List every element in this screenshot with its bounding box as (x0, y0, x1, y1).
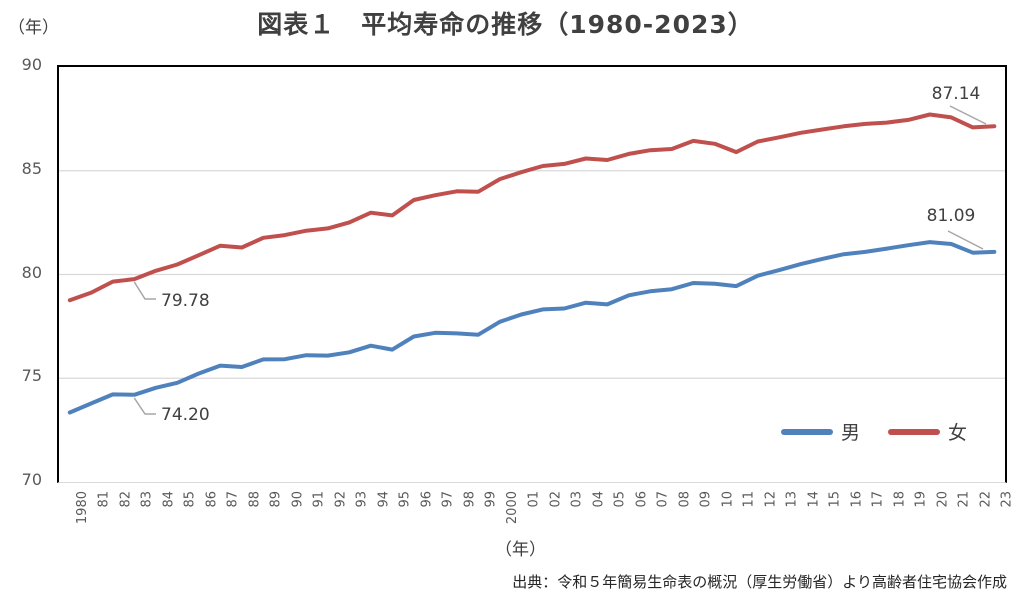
x-tick-label: 84 (161, 491, 177, 508)
x-tick-label: 98 (462, 491, 478, 508)
y-tick-label: 70 (21, 470, 42, 489)
series-line-男 (67, 240, 997, 415)
x-tick-label: 86 (204, 491, 220, 508)
x-tick-label: 08 (677, 491, 693, 508)
y-tick-label: 75 (21, 366, 42, 386)
x-tick-label: 96 (419, 491, 435, 508)
annotation-leader-line (133, 397, 156, 415)
x-tick-label: 1980 (75, 491, 91, 525)
plot-area: 79.78 74.20 87.14 81.09 男 女 (57, 65, 1007, 483)
line-chart (59, 105, 1005, 415)
female-line-swatch (888, 428, 941, 435)
x-tick-label: 22 (978, 491, 994, 508)
annotation-leader-line (133, 281, 156, 300)
x-tick-label: 02 (548, 491, 564, 508)
annotation-leader-line (947, 230, 984, 250)
legend-item-female: 女 (888, 418, 967, 445)
x-tick-label: 12 (763, 491, 779, 508)
series-line-女 (67, 112, 997, 303)
x-tick-label: 90 (290, 491, 306, 508)
x-tick-label: 89 (268, 491, 284, 508)
legend-item-male: 男 (781, 418, 860, 445)
x-tick-label: 2000 (505, 491, 521, 525)
x-tick-label: 97 (440, 491, 456, 508)
y-axis-tick-labels: 70 75 80 85 90 (0, 56, 48, 489)
x-tick-label: 82 (118, 491, 134, 508)
x-tick-label: 85 (182, 491, 198, 508)
x-tick-label: 92 (333, 491, 349, 508)
x-tick-label: 93 (354, 491, 370, 508)
x-axis-tick-labels: 1980 81 82 83 84 85 86 87 88 89 90 91 92 93 94 95 96 97 98… (57, 484, 1011, 542)
legend: 男 女 (781, 418, 967, 445)
male-line-swatch (781, 428, 833, 435)
x-tick-label: 81 (96, 491, 112, 508)
annotation-leader-line (949, 105, 987, 125)
legend-label-female: 女 (948, 422, 968, 444)
x-tick-label: 13 (784, 491, 800, 508)
x-tick-label: 21 (956, 491, 972, 508)
x-tick-label: 09 (698, 491, 714, 508)
y-tick-label: 85 (21, 158, 42, 178)
source-attribution: 出典：令和５年簡易生命表の概況（厚生労働省）より高齢者住宅協会作成 (512, 573, 1007, 591)
y-tick-label: 80 (21, 262, 42, 282)
y-axis-unit-label: （年） (8, 18, 59, 38)
x-tick-label: 10 (720, 491, 736, 508)
x-tick-label: 14 (806, 491, 822, 508)
x-tick-label: 15 (827, 491, 843, 508)
annotation-male-2023: 81.09 (926, 206, 976, 226)
x-axis-title: （年） (495, 540, 546, 560)
x-tick-label: 20 (935, 491, 951, 508)
x-tick-label: 06 (634, 491, 650, 508)
x-tick-label: 19 (913, 491, 929, 508)
x-tick-label: 87 (225, 491, 241, 508)
x-tick-label: 94 (376, 491, 392, 508)
annotation-male-1983: 74.20 (161, 405, 210, 425)
x-tick-label: 18 (892, 491, 908, 508)
x-tick-label: 05 (612, 491, 628, 508)
chart-title: 図表１ 平均寿命の推移（1980-2023） (257, 10, 754, 39)
x-tick-label: 17 (870, 491, 886, 508)
x-tick-label: 23 (999, 491, 1011, 508)
legend-label-male: 男 (841, 422, 861, 444)
x-tick-label: 03 (569, 491, 585, 508)
x-tick-label: 04 (591, 491, 607, 508)
x-tick-label: 95 (397, 491, 413, 508)
y-tick-label: 90 (21, 55, 42, 74)
x-tick-label: 16 (849, 491, 865, 508)
x-tick-label: 99 (483, 491, 499, 508)
annotation-female-2023: 87.14 (931, 84, 981, 104)
x-tick-label: 83 (139, 491, 155, 508)
x-tick-label: 07 (655, 491, 671, 508)
x-tick-label: 01 (526, 491, 542, 508)
x-tick-label: 91 (311, 491, 327, 508)
annotation-female-1983: 79.78 (161, 291, 210, 311)
x-tick-label: 11 (741, 491, 757, 508)
x-tick-label: 88 (247, 491, 263, 508)
